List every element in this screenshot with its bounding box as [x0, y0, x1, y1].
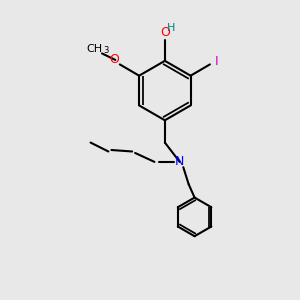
Text: 3: 3	[103, 46, 109, 55]
Text: N: N	[175, 155, 184, 168]
Text: I: I	[214, 55, 218, 68]
Text: O: O	[110, 52, 119, 66]
Text: H: H	[167, 22, 176, 32]
Text: CH: CH	[86, 44, 103, 54]
Text: O: O	[160, 26, 170, 39]
